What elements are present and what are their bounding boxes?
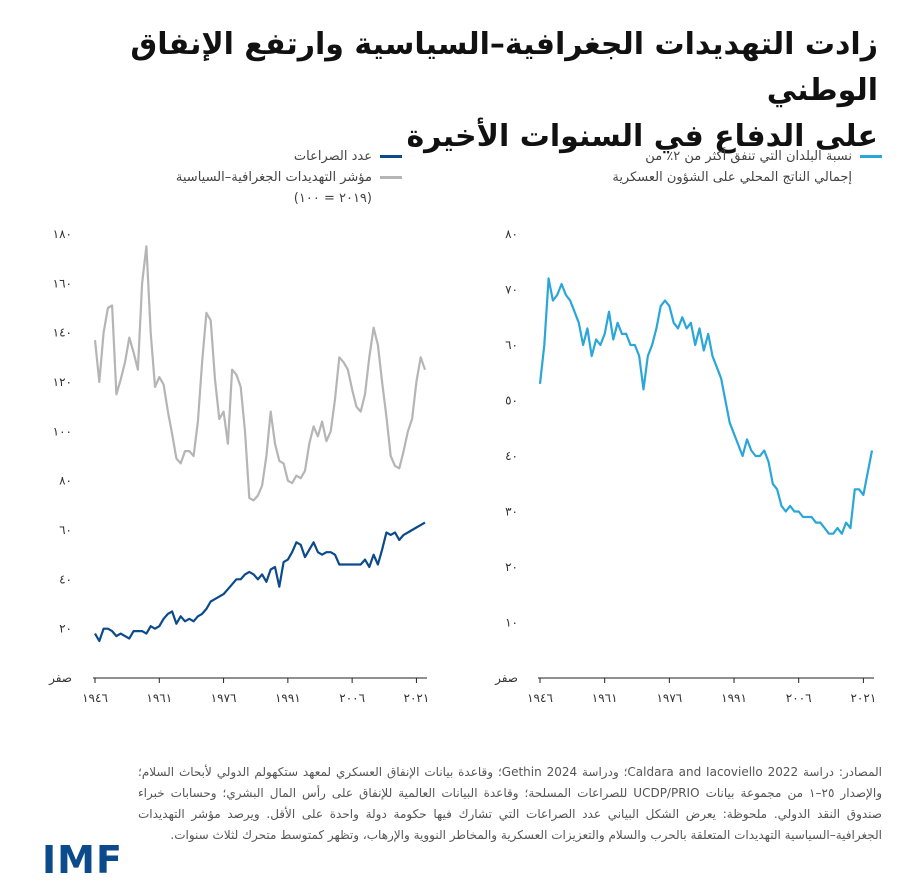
y-tick-label: ٧٠ xyxy=(505,283,518,297)
y-tick-label: ١٦٠ xyxy=(53,276,72,290)
y-tick-label: ٤٠ xyxy=(59,572,72,586)
x-tick-label: ١٩٩١ xyxy=(721,691,747,705)
x-tick-label: ١٩٤٦ xyxy=(527,691,553,705)
x-tick-label: ١٩٩١ xyxy=(275,691,301,705)
x-tick-label: ٢٠٠٦ xyxy=(339,691,365,705)
legend-label-gpr: مؤشر التهديدات الجغرافية–السياسية xyxy=(175,170,372,185)
x-tick-label: ٢٠٠٦ xyxy=(786,691,812,705)
series-line-defense xyxy=(538,277,874,535)
legend-item-defense: نسبة البلدان التي تنفق أكثر من ٢٪ من إجم… xyxy=(612,146,882,188)
left-chart-legend: عدد الصراعات مؤشر التهديدات الجغرافية–ال… xyxy=(176,146,402,209)
legend-label-defense-2: إجمالي الناتج المحلي على الشؤون العسكرية xyxy=(612,170,852,185)
legend-swatch-defense xyxy=(860,155,882,158)
series-line-gpr xyxy=(93,245,427,502)
y-tick-label: ٦٠ xyxy=(505,338,518,352)
source-note: المصادر: دراسة Caldara and Iacoviello 20… xyxy=(138,765,883,842)
y-tick-label: ١٤٠ xyxy=(53,326,72,340)
x-tick-label: ٢٠٢١ xyxy=(850,691,876,705)
y-tick-label: ٥٠ xyxy=(505,394,518,408)
y-tick-label: ٤٠ xyxy=(505,449,518,463)
imf-logo: IMF xyxy=(42,838,123,882)
legend-label-defense: نسبة البلدان التي تنفق أكثر من ٢٪ من xyxy=(645,149,852,164)
y-tick-label: ١٨٠ xyxy=(53,227,72,241)
charts-canvas: صفر ٢٠ ٤٠ ٦٠ ٨٠ ١٠٠ ١٢٠ ١٤٠ ١٦٠ ١٨٠ ١٩٤٦ ١٩٦١ ١٩٧٦ ١٩… xyxy=(48,227,876,705)
y-tick-label: ٨٠ xyxy=(59,474,72,488)
y-tick-label: ٢٠ xyxy=(59,622,72,636)
y-tick-label: ٣٠ xyxy=(505,505,518,519)
legend-swatch-conflicts xyxy=(380,155,402,158)
y-tick-label: ١٠٠ xyxy=(53,424,72,438)
chart-title: زادت التهديدات الجغرافية–السياسية وارتفع… xyxy=(18,22,878,160)
y-tick-label: ٨٠ xyxy=(505,227,518,241)
title-line-1: زادت التهديدات الجغرافية–السياسية وارتفع… xyxy=(130,27,878,108)
x-tick-label: ١٩٧٦ xyxy=(656,691,682,705)
title-line-2: على الدفاع في السنوات الأخيرة xyxy=(406,119,878,154)
x-tick-label: ٢٠٢١ xyxy=(404,691,430,705)
y-tick-label: ١٠ xyxy=(505,616,518,630)
y-tick-label: ١٢٠ xyxy=(53,375,72,389)
x-tick-label: ١٩٧٦ xyxy=(211,691,237,705)
y-tick-label: صفر xyxy=(48,671,72,686)
x-tick-label: ١٩٦١ xyxy=(146,691,172,705)
x-tick-label: ١٩٦١ xyxy=(592,691,618,705)
y-tick-label: ٢٠ xyxy=(505,560,518,574)
right-chart-legend: نسبة البلدان التي تنفق أكثر من ٢٪ من إجم… xyxy=(612,146,882,188)
y-tick-label: صفر xyxy=(494,671,518,686)
legend-item-conflicts: عدد الصراعات xyxy=(176,146,402,167)
y-tick-label: ٦٠ xyxy=(59,523,72,537)
legend-label-conflicts: عدد الصراعات xyxy=(293,149,372,164)
legend-label-gpr-base: (٢٠١٩ = ١٠٠) xyxy=(293,191,372,206)
x-tick-label: ١٩٤٦ xyxy=(82,691,108,705)
legend-item-gpr: مؤشر التهديدات الجغرافية–السياسية (٢٠١٩ … xyxy=(176,167,402,209)
legend-swatch-gpr xyxy=(380,176,402,179)
series-line-conflicts xyxy=(94,521,426,643)
